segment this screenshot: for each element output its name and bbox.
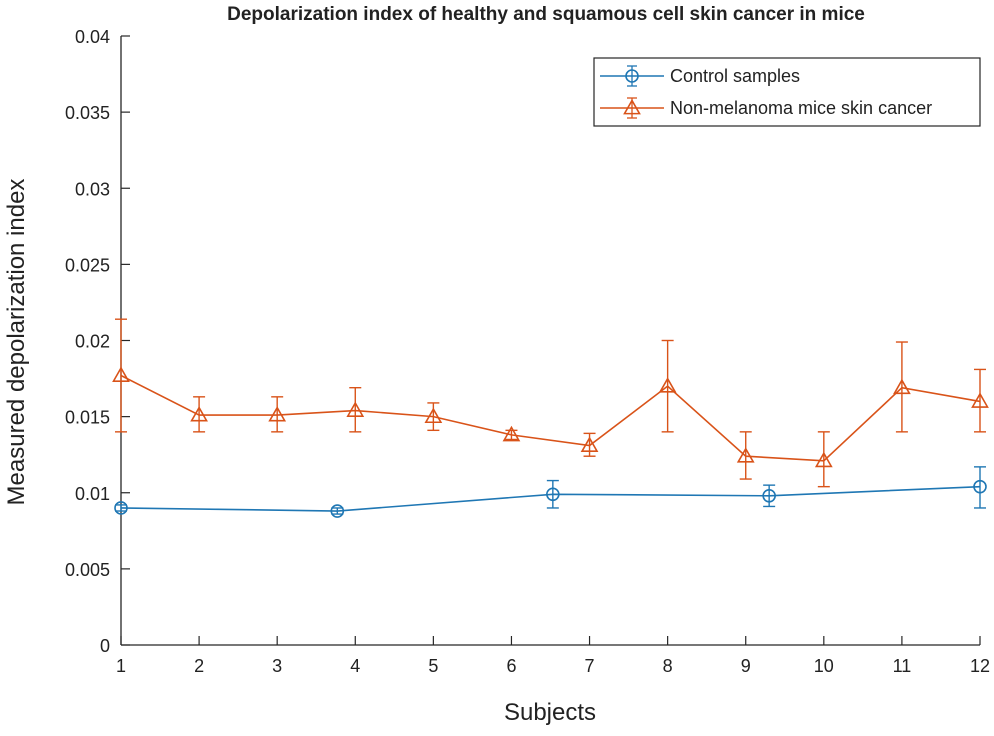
data-point-circle (330, 504, 345, 518)
data-point-triangle (814, 451, 833, 468)
y-tick-label: 0.01 (75, 484, 110, 504)
series-line (120, 374, 981, 462)
y-tick-label: 0 (100, 636, 110, 656)
error-bar (763, 484, 776, 508)
x-tick-label: 6 (506, 656, 516, 676)
data-point-triangle (502, 425, 521, 442)
data-point-triangle (190, 405, 208, 422)
data-point-triangle (971, 392, 989, 408)
y-tick-label: 0.025 (65, 255, 110, 275)
legend-box (593, 57, 981, 127)
axes: 1 2 3 4 5 6 7 8 9 10 11 1200.0050.010.0150.020.0250… (65, 27, 990, 676)
x-tick-label: 3 (272, 656, 282, 676)
x-tick-label: 2 (194, 656, 204, 676)
legend-marker-circle (625, 69, 639, 83)
data-point-triangle (580, 436, 599, 452)
data-point-circle (762, 488, 776, 503)
y-axis-title: Measured depolarization index (3, 179, 30, 506)
data-point-triangle (268, 405, 287, 422)
data-point-triangle (346, 401, 365, 417)
series-circle-group (114, 466, 987, 518)
error-bar (331, 507, 344, 515)
series-triangle-group (112, 318, 989, 488)
y-tick-label: 0.04 (75, 27, 110, 47)
y-tick-label: 0.03 (75, 179, 110, 199)
data-point-circle (546, 487, 560, 502)
y-tick-label: 0.015 (65, 408, 110, 428)
legend-label: Control samples (670, 66, 800, 86)
chart-title: Depolarization index of healthy and squa… (227, 4, 865, 25)
x-tick-label: 4 (350, 656, 360, 676)
x-tick-label: 11 (893, 656, 912, 676)
error-bar (427, 402, 440, 432)
data-point-circle (114, 501, 128, 515)
x-tick-label: 12 (970, 656, 990, 676)
legend-item: Non-melanoma mice skin cancer (600, 97, 932, 119)
error-bar (739, 431, 752, 480)
data-point-triangle (736, 447, 755, 463)
error-bar (193, 396, 206, 433)
error-bar (546, 479, 559, 509)
error-bar (115, 504, 127, 512)
error-bar (115, 318, 127, 433)
legend-label: Non-melanoma mice skin cancer (670, 98, 932, 118)
x-tick-label: 7 (585, 656, 595, 676)
error-bar (271, 396, 284, 433)
data-point-triangle (658, 377, 677, 393)
error-bar (974, 466, 986, 509)
y-tick-label: 0.02 (75, 332, 110, 352)
x-tick-label: 8 (663, 656, 673, 676)
data-point-triangle (424, 407, 443, 424)
plot-area (112, 318, 989, 518)
error-bar (661, 339, 674, 433)
y-tick-label: 0.035 (65, 103, 110, 123)
error-bar (349, 386, 362, 433)
x-tick-label: 5 (428, 656, 438, 676)
legend: Control samples Non-melanoma mice skin ca… (593, 57, 981, 127)
error-bar (974, 368, 986, 433)
error-bar (817, 431, 830, 488)
legend-item: Control samples (600, 65, 800, 87)
y-tick-label: 0.005 (65, 560, 110, 580)
data-point-triangle (893, 378, 911, 395)
x-tick-label: 9 (741, 656, 751, 676)
legend-marker-triangle (623, 98, 641, 115)
x-axis-title: Subjects (504, 699, 596, 726)
data-point-triangle (112, 366, 130, 382)
error-bar (505, 429, 518, 441)
x-tick-label: 1 (116, 656, 126, 676)
data-point-circle (973, 479, 987, 494)
x-tick-label: 10 (814, 656, 834, 676)
error-bar (895, 341, 908, 433)
